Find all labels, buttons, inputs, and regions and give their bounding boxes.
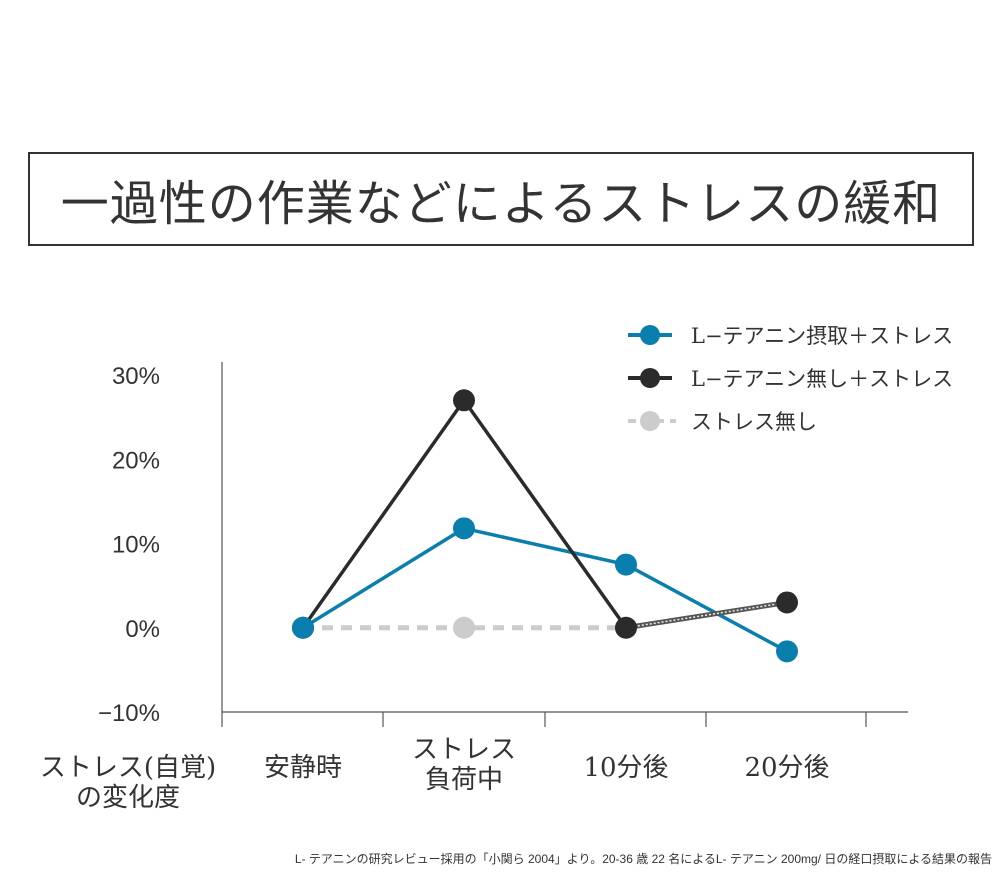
x-category-label: 20分後: [744, 753, 829, 783]
data-point-no-stress: [453, 616, 475, 639]
x-category-label: 負荷中: [425, 765, 503, 795]
data-point-no-theanine: [776, 591, 798, 614]
data-point-no-theanine: [453, 389, 475, 412]
chart-title: 一過性の作業などによるストレスの緩和: [60, 176, 942, 232]
legend-marker: [640, 325, 660, 345]
x-category-label: 10分後: [583, 753, 668, 783]
legend-marker: [640, 368, 660, 388]
y-ticks: 30% 20% 10% 0% −10%: [98, 363, 160, 727]
y-axis-label: ストレス(自覚)の変化度: [40, 753, 216, 813]
y-axis-label-line: の変化度: [76, 783, 180, 813]
series-line-no-theanine: [301, 397, 628, 629]
y-tick-label: 10%: [112, 532, 160, 559]
y-axis-label-line: ストレス(自覚): [40, 753, 216, 783]
legend-marker: [640, 411, 660, 431]
legend-label: L−テアニン無し＋ストレス: [691, 367, 953, 391]
data-point-theanine: [776, 640, 798, 663]
data-point-theanine: [615, 553, 637, 576]
data-point-theanine: [292, 616, 314, 639]
axes: [221, 362, 908, 727]
y-tick-label: −10%: [98, 700, 160, 727]
y-tick-label: 0%: [125, 616, 160, 643]
footnote: L- テアニンの研究レビュー採用の「小関ら 2004」より。20-36 歳 22…: [294, 852, 992, 866]
chart-title-box: 一過性の作業などによるストレスの緩和: [28, 152, 974, 246]
x-category-label: 安静時: [264, 753, 342, 783]
series-line-theanine: [302, 526, 788, 653]
series-line-no-theanine-hatch: [625, 601, 788, 629]
series-group: [292, 389, 798, 663]
y-tick-label: 30%: [112, 363, 160, 390]
data-point-no-theanine: [615, 616, 637, 639]
data-point-theanine: [453, 517, 475, 540]
x-category-label: ストレス: [412, 735, 516, 765]
legend-label: ストレス無し: [691, 410, 817, 434]
y-tick-label: 20%: [112, 447, 160, 474]
legend-label: L−テアニン摂取＋ストレス: [691, 324, 953, 348]
